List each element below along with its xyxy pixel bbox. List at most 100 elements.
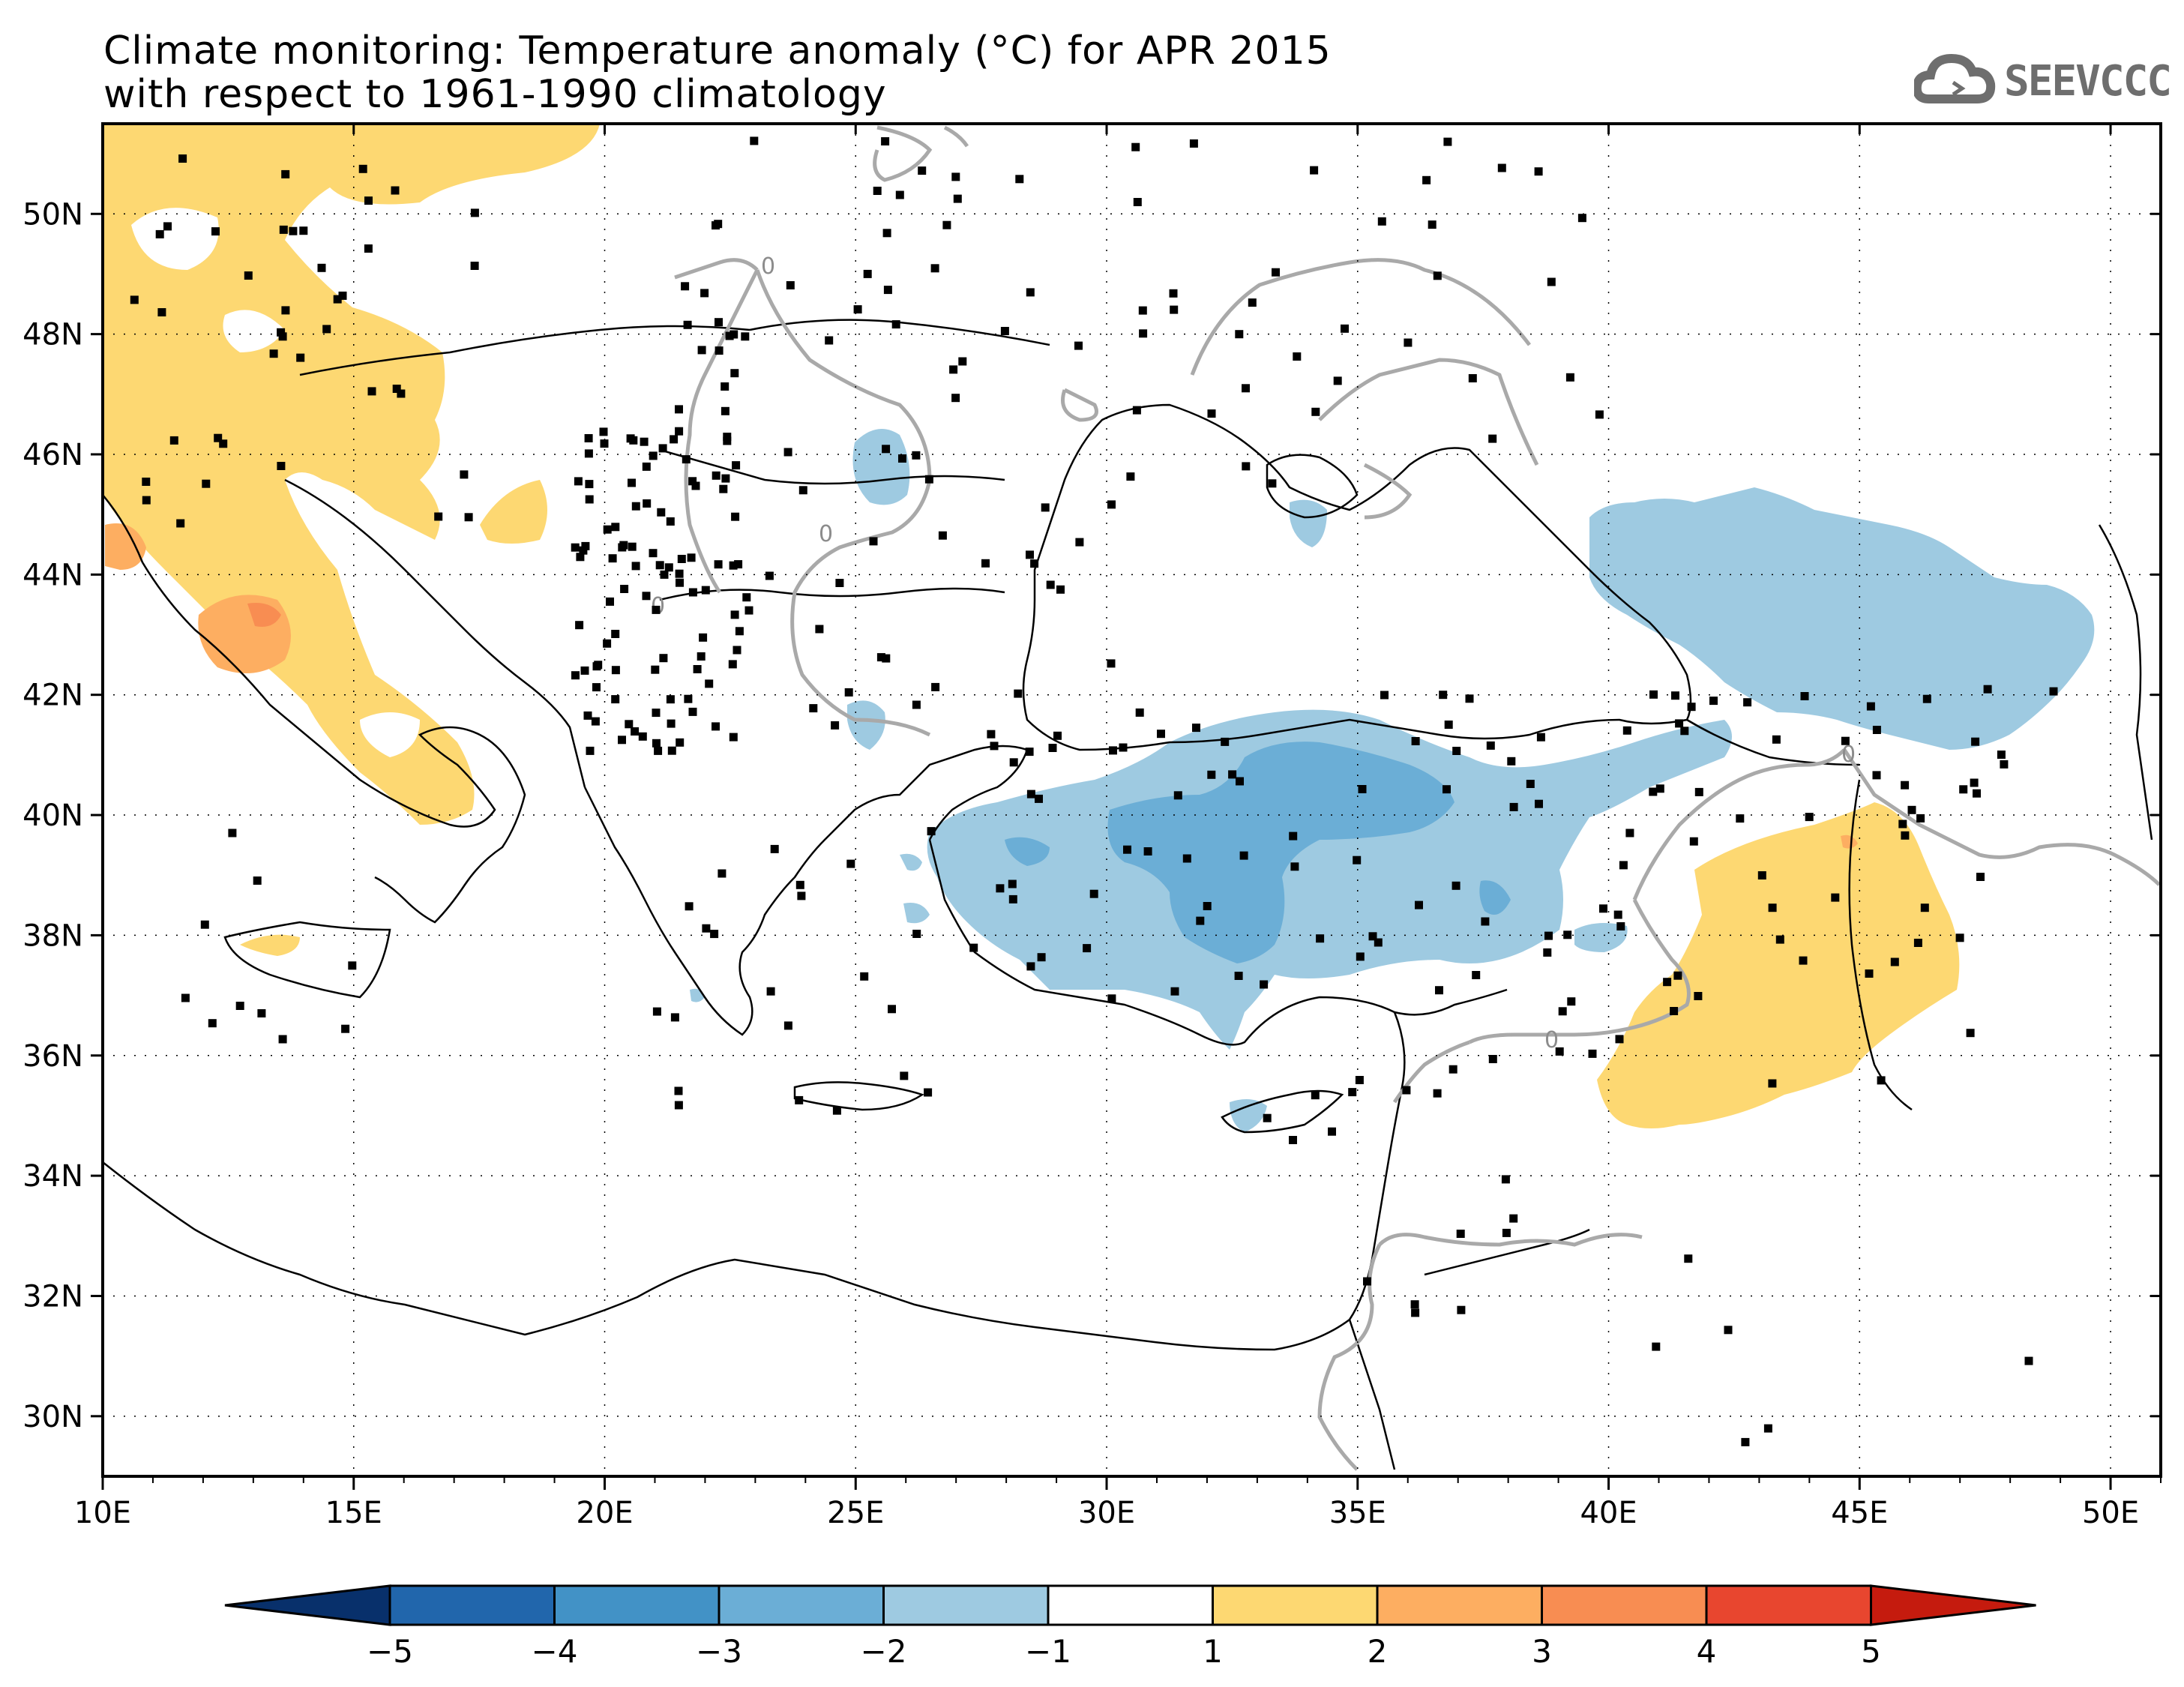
station-marker xyxy=(367,387,376,396)
station-marker xyxy=(741,332,750,341)
station-marker xyxy=(1443,785,1451,794)
map-subtitle: with respect to 1961-1990 climatology xyxy=(103,72,887,117)
zero-contour xyxy=(873,125,933,182)
station-marker xyxy=(1547,277,1556,286)
station-marker xyxy=(783,1021,792,1030)
station-marker xyxy=(693,665,702,673)
station-marker xyxy=(1449,1065,1457,1074)
station-marker xyxy=(1435,986,1443,995)
station-marker xyxy=(358,164,367,173)
station-marker xyxy=(642,462,651,471)
station-marker xyxy=(1497,163,1506,172)
station-marker xyxy=(1841,736,1850,745)
station-marker xyxy=(705,679,714,688)
station-marker xyxy=(600,439,609,448)
station-marker xyxy=(269,349,278,358)
colorbar-label: −2 xyxy=(861,1633,907,1670)
station-marker xyxy=(1410,1300,1419,1309)
station-marker xyxy=(219,439,228,448)
station-marker xyxy=(341,1024,350,1033)
station-marker xyxy=(1026,550,1034,559)
station-marker xyxy=(1534,167,1543,176)
station-marker xyxy=(667,746,676,755)
station-marker xyxy=(1107,659,1116,668)
station-marker xyxy=(1872,771,1881,780)
station-marker xyxy=(606,597,614,606)
station-marker xyxy=(1135,708,1144,717)
station-marker xyxy=(1402,1086,1411,1095)
cool-anomaly-region xyxy=(1574,923,1628,952)
lat-label: 46N xyxy=(22,438,83,472)
warm-anomaly-core xyxy=(1841,835,1858,849)
station-marker xyxy=(683,320,692,329)
station-marker xyxy=(1374,938,1383,947)
station-marker xyxy=(1170,987,1179,996)
cool-anomaly-core xyxy=(1479,880,1511,915)
station-marker xyxy=(766,987,775,996)
station-marker xyxy=(1468,374,1477,382)
colorbar-swatch xyxy=(388,1584,556,1626)
station-marker xyxy=(594,661,603,670)
map-frame xyxy=(101,122,2162,1478)
station-marker xyxy=(1768,1079,1777,1088)
gridline-layer xyxy=(103,124,2161,1476)
station-marker xyxy=(579,546,588,555)
lon-label: 20E xyxy=(576,1496,633,1530)
station-marker xyxy=(631,727,640,736)
lon-label: 30E xyxy=(1078,1496,1135,1530)
station-marker xyxy=(730,369,739,378)
station-marker xyxy=(832,1106,841,1115)
station-marker xyxy=(628,542,637,551)
station-marker xyxy=(1026,790,1035,799)
colorbar-label: 1 xyxy=(1203,1633,1223,1670)
station-marker xyxy=(657,508,666,517)
warm-anomaly-region xyxy=(281,304,346,360)
station-marker xyxy=(1973,789,1981,798)
warm-anomaly-region xyxy=(103,124,600,825)
station-marker xyxy=(649,451,658,460)
station-marker xyxy=(1901,831,1910,840)
station-marker xyxy=(924,475,933,484)
station-marker xyxy=(652,739,661,748)
station-marker xyxy=(844,688,853,697)
station-marker xyxy=(949,365,958,374)
station-marker xyxy=(1015,175,1024,184)
station-marker xyxy=(685,902,694,911)
station-marker xyxy=(1775,935,1784,944)
zero-contour xyxy=(1317,1243,1382,1471)
station-marker xyxy=(710,930,719,939)
station-marker xyxy=(1649,787,1658,796)
station-marker xyxy=(585,495,594,504)
station-marker xyxy=(681,282,690,291)
station-marker xyxy=(786,281,795,289)
station-marker xyxy=(460,470,469,479)
station-marker xyxy=(1800,692,1809,700)
station-marker xyxy=(1368,932,1377,941)
station-marker xyxy=(1311,407,1320,416)
station-marker xyxy=(1132,406,1141,415)
station-marker-layer xyxy=(130,136,2058,1446)
zero-contour xyxy=(1632,748,1846,900)
station-marker xyxy=(783,448,792,457)
station-marker xyxy=(208,1019,217,1028)
contour-label: 0 xyxy=(819,521,833,547)
station-marker xyxy=(1411,1308,1420,1317)
station-marker xyxy=(1805,813,1814,822)
station-marker xyxy=(652,1007,661,1016)
station-marker xyxy=(1694,992,1703,1000)
station-marker xyxy=(592,683,601,692)
contour-label: 0 xyxy=(1841,742,1856,768)
station-marker xyxy=(677,555,686,563)
station-marker xyxy=(1615,1035,1624,1044)
warm-anomaly-peak xyxy=(247,603,281,627)
station-marker xyxy=(584,449,593,458)
station-marker xyxy=(918,166,927,175)
station-marker xyxy=(608,554,617,563)
cool-anomaly-core xyxy=(1107,742,1455,963)
station-marker xyxy=(795,1095,804,1104)
lat-label: 42N xyxy=(22,679,83,713)
station-marker xyxy=(1053,731,1062,740)
station-marker xyxy=(699,633,708,642)
colorbar-swatch xyxy=(1047,1584,1214,1626)
